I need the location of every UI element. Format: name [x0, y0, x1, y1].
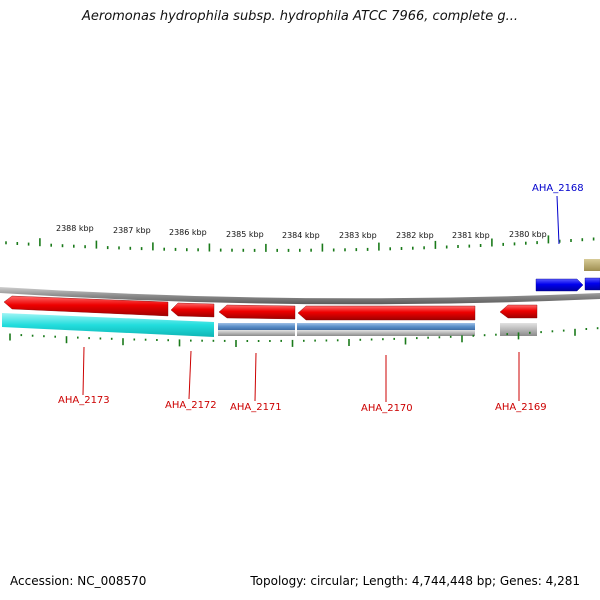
outer-tick-ring [5, 235, 595, 252]
forward-strand-genes [535, 259, 600, 292]
gene-label-aha-2170[interactable]: AHA_2170 [361, 403, 413, 414]
gene-aha-2172-arrow[interactable] [170, 302, 215, 318]
gene-label-aha-2171[interactable]: AHA_2171 [230, 402, 282, 413]
gene-label-aha-2168[interactable]: AHA_2168 [532, 183, 584, 194]
cds-aha-2171-secondary [218, 330, 295, 336]
gene-aha-2173-arrow[interactable] [3, 295, 169, 317]
cds-aha-2170-secondary [297, 330, 475, 336]
scale-label: 2380 kbp [509, 230, 547, 239]
gene-arrow-partial[interactable] [584, 277, 600, 291]
scale-label: 2385 kbp [226, 230, 264, 239]
scale-label: 2381 kbp [452, 231, 490, 240]
gene-label-aha-2169[interactable]: AHA_2169 [495, 402, 547, 413]
gene-labels: AHA_2173 AHA_2172 AHA_2171 AHA_2170 AHA_… [58, 183, 584, 414]
label-leaders [82, 346, 520, 402]
leader-aha-2168 [556, 195, 560, 245]
leader-aha-2172 [188, 350, 192, 400]
feature-olive-partial [584, 259, 600, 271]
cds-aha-2169[interactable] [500, 323, 537, 336]
scale-label: 2383 kbp [339, 231, 377, 240]
accession-label: Accession: NC_008570 [10, 574, 147, 588]
map-title: Aeromonas hydrophila subsp. hydrophila A… [81, 9, 519, 24]
topology-label: Topology: circular; Length: 4,744,448 bp… [250, 574, 580, 588]
leader-aha-2173 [82, 346, 85, 396]
gene-label-aha-2173[interactable]: AHA_2173 [58, 395, 110, 406]
gene-aha-2168-arrow[interactable] [535, 278, 584, 292]
gene-aha-2171-arrow[interactable] [218, 304, 296, 320]
scale-label: 2386 kbp [169, 228, 207, 237]
cds-aha-2173[interactable] [2, 313, 214, 337]
cds-aha-2170[interactable] [297, 323, 475, 330]
genome-backbone [0, 287, 600, 305]
reverse-strand-genes [3, 295, 538, 321]
gene-aha-2170-arrow[interactable] [297, 305, 476, 321]
gene-label-aha-2172[interactable]: AHA_2172 [165, 400, 217, 411]
gene-aha-2169-arrow[interactable] [499, 304, 538, 319]
cds-aha-2171[interactable] [218, 323, 295, 330]
scale-label: 2388 kbp [56, 224, 94, 233]
scale-labels: 2388 kbp 2387 kbp 2386 kbp 2385 kbp 2384… [56, 224, 547, 240]
leader-aha-2171 [254, 352, 257, 402]
cds-track [2, 313, 537, 337]
scale-label: 2382 kbp [396, 231, 434, 240]
scale-label: 2384 kbp [282, 231, 320, 240]
scale-label: 2387 kbp [113, 226, 151, 235]
inner-tick-ring [9, 327, 599, 347]
